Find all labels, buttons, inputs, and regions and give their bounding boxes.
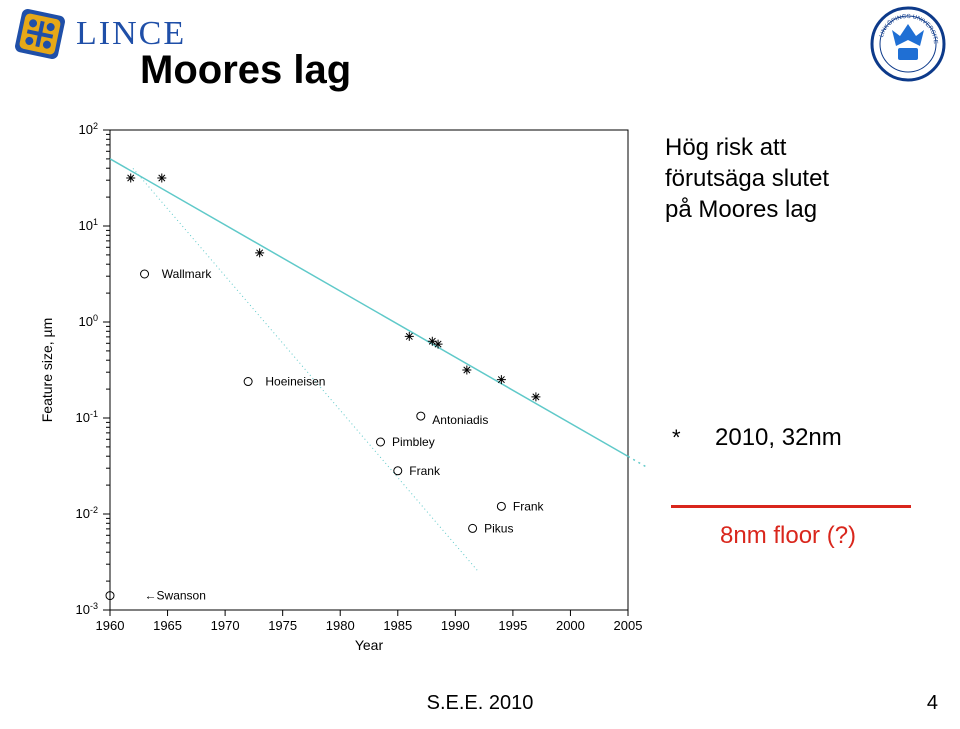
- y-axis-label: Feature size, µm: [39, 318, 55, 423]
- prediction-marker: [394, 467, 402, 475]
- floor-label: 8nm floor (?): [720, 520, 856, 551]
- x-tick-label: 1975: [268, 618, 297, 633]
- trend-variant: [133, 168, 478, 571]
- y-tick-label: 10-3: [76, 601, 98, 617]
- annotation-star-icon: *: [672, 425, 681, 451]
- x-tick-label: 1985: [383, 618, 412, 633]
- data-star: [462, 366, 471, 375]
- page-number: 4: [927, 692, 938, 715]
- prediction-label: ←Swanson: [145, 589, 206, 603]
- x-tick-label: 1995: [498, 618, 527, 633]
- prediction-label: Pikus: [484, 521, 513, 535]
- x-tick-label: 1960: [96, 618, 125, 633]
- plot-box: [110, 130, 628, 610]
- x-tick-label: 1990: [441, 618, 470, 633]
- prediction-marker: [417, 412, 425, 420]
- lince-mark-icon: [14, 8, 66, 60]
- prediction-marker: [377, 438, 385, 446]
- y-tick-label: 102: [79, 121, 98, 137]
- prediction-label: Pimbley: [392, 435, 435, 449]
- y-tick-label: 10-1: [76, 409, 98, 425]
- prediction-label: Wallmark: [162, 267, 213, 281]
- floor-line: [671, 505, 911, 508]
- x-tick-label: 1980: [326, 618, 355, 633]
- slide: LINCE LINKÖPINGS UNIVERSITET Moores lag …: [0, 0, 960, 729]
- prediction-label: Antoniadis: [432, 413, 488, 427]
- trend-line: [110, 159, 628, 457]
- x-tick-label: 1965: [153, 618, 182, 633]
- prediction-marker: [497, 502, 505, 510]
- side-line-3: på Moores lag: [665, 194, 829, 225]
- y-tick-label: 10-2: [76, 505, 98, 521]
- prediction-marker: [469, 524, 477, 532]
- y-tick-label: 101: [79, 217, 98, 233]
- liu-seal-icon: LINKÖPINGS UNIVERSITET: [870, 6, 946, 82]
- prediction-label: Frank: [513, 499, 545, 513]
- y-tick-label: 100: [79, 313, 98, 329]
- data-star: [405, 332, 414, 341]
- side-line-2: förutsäga slutet: [665, 163, 829, 194]
- x-tick-label: 1970: [211, 618, 240, 633]
- data-star: [497, 375, 506, 384]
- x-tick-label: 2000: [556, 618, 585, 633]
- data-star: [255, 248, 264, 257]
- annotation-2010: 2010, 32nm: [715, 422, 842, 453]
- data-star: [157, 174, 166, 183]
- x-axis-label: Year: [355, 637, 384, 653]
- prediction-label: Frank: [409, 464, 441, 478]
- footer-text: S.E.E. 2010: [0, 692, 960, 715]
- data-star: [434, 340, 443, 349]
- prediction-marker: [141, 270, 149, 278]
- slide-title: Moores lag: [140, 48, 351, 93]
- prediction-label: Hoeineisen: [265, 375, 325, 389]
- moores-law-chart: 1960 1965 1970 1975 1980 1985 1990 1995 2000 2005…: [38, 120, 648, 655]
- side-note: Hög risk att förutsäga slutet på Moores …: [665, 132, 829, 226]
- prediction-marker: [244, 378, 252, 386]
- data-star: [531, 392, 540, 401]
- data-star: [126, 174, 135, 183]
- trend-tail: [628, 456, 648, 496]
- x-tick-label: 2005: [614, 618, 643, 633]
- side-line-1: Hög risk att: [665, 132, 829, 163]
